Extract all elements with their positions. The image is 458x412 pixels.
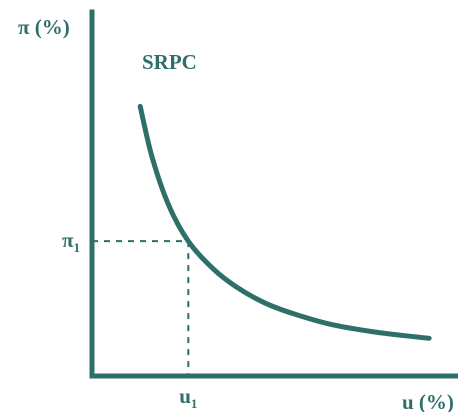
srpc-curve-label: SRPC xyxy=(142,50,197,74)
pi1-main: π xyxy=(62,228,74,252)
u1-main: u xyxy=(179,384,191,408)
pi1-tick-label: π1 xyxy=(62,228,80,255)
y-axis-title: π (%) xyxy=(18,15,70,39)
srpc-curve xyxy=(137,103,432,341)
x-axis-title: u (%) xyxy=(402,390,454,412)
u1-tick-label: u1 xyxy=(179,384,197,411)
pi1-subscript: 1 xyxy=(74,240,81,255)
u1-subscript: 1 xyxy=(191,396,198,411)
